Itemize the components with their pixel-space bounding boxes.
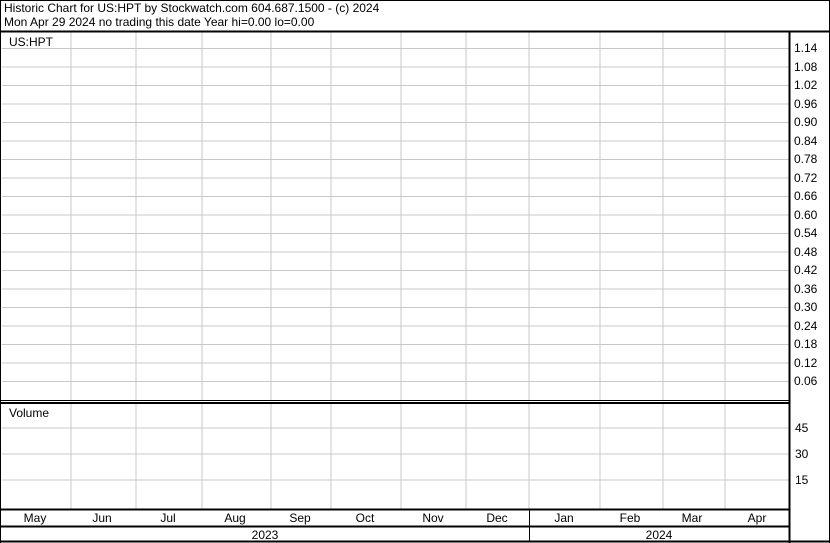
volume-tick-label: 15 bbox=[795, 472, 809, 487]
volume-tick-label: 45 bbox=[795, 420, 809, 435]
month-label: Nov bbox=[422, 511, 444, 525]
price-tick-label: 0.24 bbox=[794, 318, 818, 333]
price-tick-label: 0.36 bbox=[794, 281, 818, 296]
year-label: 2023 bbox=[251, 528, 279, 542]
month-label: Aug bbox=[224, 511, 246, 525]
price-tick-label: 1.08 bbox=[794, 59, 818, 74]
price-tick-label: 0.30 bbox=[794, 300, 818, 314]
price-tick-label: 0.54 bbox=[794, 226, 818, 240]
price-tick-label: 0.60 bbox=[794, 207, 818, 222]
year-label: 2024 bbox=[645, 528, 673, 542]
month-label: Feb bbox=[619, 511, 641, 525]
month-label: May bbox=[23, 511, 47, 525]
chart-title: Historic Chart for US:HPT by Stockwatch.… bbox=[4, 1, 380, 15]
month-label: Dec bbox=[486, 511, 508, 525]
volume-panel-label: Volume bbox=[9, 406, 50, 420]
month-label: Mar bbox=[681, 511, 703, 525]
price-tick-label: 0.78 bbox=[794, 152, 818, 166]
month-label: Jul bbox=[160, 511, 176, 525]
price-tick-label: 0.06 bbox=[794, 374, 818, 388]
price-tick-label: 0.18 bbox=[794, 337, 818, 351]
month-label: Sep bbox=[289, 511, 311, 525]
month-label: Jun bbox=[92, 511, 112, 525]
price-tick-label: 0.12 bbox=[794, 355, 818, 370]
status-line: Mon Apr 29 2024 no trading this date Yea… bbox=[4, 15, 315, 29]
price-tick-label: 0.72 bbox=[794, 170, 818, 185]
price-tick-label: 1.02 bbox=[794, 78, 818, 92]
month-label: Oct bbox=[355, 511, 375, 525]
price-tick-label: 0.90 bbox=[794, 115, 818, 129]
price-tick-label: 0.96 bbox=[794, 96, 818, 111]
price-tick-label: 1.14 bbox=[794, 41, 818, 55]
month-label: Jan bbox=[554, 511, 574, 525]
price-tick-label: 0.66 bbox=[794, 189, 818, 203]
volume-tick-label: 30 bbox=[795, 446, 809, 461]
price-panel-label: US:HPT bbox=[9, 35, 54, 49]
price-tick-label: 0.84 bbox=[794, 133, 818, 148]
price-tick-label: 0.48 bbox=[794, 244, 818, 259]
price-tick-label: 0.42 bbox=[794, 263, 818, 277]
month-label: Apr bbox=[747, 511, 767, 525]
